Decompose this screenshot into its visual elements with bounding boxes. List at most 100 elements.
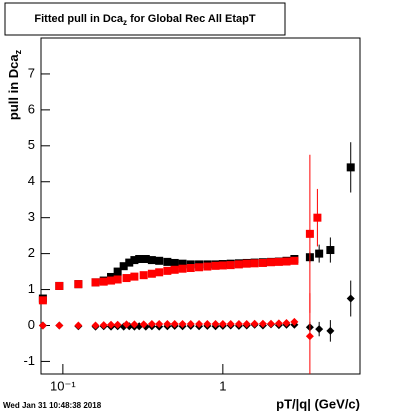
marker-diamond bbox=[346, 294, 355, 303]
marker-square bbox=[305, 229, 314, 238]
marker-diamond bbox=[107, 320, 116, 329]
marker-square bbox=[119, 262, 128, 271]
date-stamp: Wed Jan 31 10:48:38 2018 bbox=[3, 401, 102, 410]
title-box bbox=[4, 2, 286, 36]
title-part: Fitted pull in Dca bbox=[34, 13, 123, 25]
marker-square bbox=[99, 277, 108, 286]
marker-diamond bbox=[163, 320, 172, 329]
marker-square bbox=[211, 261, 220, 270]
marker-diamond bbox=[195, 320, 204, 329]
y-tick-label: 1 bbox=[28, 281, 35, 296]
plot-frame bbox=[40, 37, 361, 375]
marker-diamond bbox=[203, 320, 212, 329]
marker-diamond bbox=[170, 320, 179, 329]
marker-diamond bbox=[315, 325, 324, 334]
marker-diamond bbox=[38, 321, 47, 330]
marker-square bbox=[113, 275, 122, 284]
marker-square bbox=[141, 255, 150, 264]
marker-diamond bbox=[282, 318, 291, 327]
y-tick-label: 4 bbox=[28, 173, 35, 188]
marker-square bbox=[163, 266, 172, 275]
marker-square bbox=[178, 264, 187, 273]
marker-square bbox=[282, 257, 291, 266]
marker-square bbox=[130, 272, 139, 281]
marker-square bbox=[38, 296, 47, 305]
y-axis-label: pull in Dcaz bbox=[6, 49, 23, 120]
marker-square bbox=[226, 261, 235, 270]
marker-diamond bbox=[186, 320, 195, 329]
marker-square bbox=[203, 262, 212, 271]
chart-title: Fitted pull in Dcaz for Global Rec All E… bbox=[34, 13, 255, 27]
y-tick-label: 5 bbox=[28, 137, 35, 152]
marker-square bbox=[346, 163, 355, 172]
y-tick-label: 0 bbox=[28, 317, 35, 332]
x-axis-label: pT/|q| (GeV/c) bbox=[276, 396, 360, 411]
marker-diamond bbox=[274, 319, 283, 328]
y-tick-label: 6 bbox=[28, 101, 35, 116]
marker-diamond bbox=[113, 320, 122, 329]
marker-diamond bbox=[55, 321, 64, 330]
marker-square bbox=[155, 256, 164, 265]
x-tick-label: 10⁻¹ bbox=[50, 378, 76, 393]
marker-square bbox=[163, 257, 172, 266]
marker-diamond bbox=[155, 320, 164, 329]
marker-square bbox=[170, 258, 179, 267]
marker-square bbox=[234, 260, 243, 269]
marker-square bbox=[130, 256, 139, 265]
marker-diamond bbox=[258, 319, 267, 328]
marker-square bbox=[242, 259, 251, 268]
marker-diamond bbox=[99, 321, 108, 330]
marker-diamond bbox=[147, 320, 156, 329]
marker-diamond bbox=[178, 320, 187, 329]
marker-square bbox=[122, 274, 131, 283]
marker-square bbox=[91, 278, 100, 287]
marker-square bbox=[135, 255, 144, 264]
marker-square bbox=[55, 281, 64, 290]
marker-square bbox=[170, 265, 179, 274]
x-tick-label: 1 bbox=[219, 378, 226, 393]
marker-diamond bbox=[211, 320, 220, 329]
ylabel-subscript: z bbox=[13, 49, 23, 54]
marker-square bbox=[125, 258, 134, 267]
marker-square bbox=[107, 276, 116, 285]
y-tick-label: -1 bbox=[23, 353, 35, 368]
marker-square bbox=[155, 268, 164, 277]
marker-diamond bbox=[305, 332, 314, 341]
marker-diamond bbox=[326, 326, 335, 335]
marker-square bbox=[274, 257, 283, 266]
marker-diamond bbox=[122, 320, 131, 329]
marker-diamond bbox=[234, 320, 243, 329]
marker-diamond bbox=[226, 320, 235, 329]
marker-square bbox=[139, 271, 148, 280]
marker-diamond bbox=[218, 320, 227, 329]
marker-diamond bbox=[139, 320, 148, 329]
marker-diamond bbox=[91, 321, 100, 330]
marker-square bbox=[147, 269, 156, 278]
title-part: for Global Rec All EtapT bbox=[127, 13, 256, 25]
marker-square bbox=[326, 246, 335, 255]
marker-square bbox=[186, 263, 195, 272]
title-subscript: z bbox=[123, 18, 127, 27]
marker-square bbox=[267, 258, 276, 267]
marker-square bbox=[313, 213, 322, 222]
y-tick-label: 2 bbox=[28, 245, 35, 260]
marker-square bbox=[290, 256, 299, 265]
marker-diamond bbox=[74, 321, 83, 330]
marker-square bbox=[195, 263, 204, 272]
marker-diamond bbox=[242, 320, 251, 329]
marker-square bbox=[218, 261, 227, 270]
marker-diamond bbox=[130, 320, 139, 329]
marker-square bbox=[147, 256, 156, 265]
marker-square bbox=[178, 259, 187, 268]
y-tick-label: 3 bbox=[28, 209, 35, 224]
marker-diamond bbox=[250, 319, 259, 328]
marker-square bbox=[315, 249, 324, 258]
marker-diamond bbox=[290, 317, 299, 326]
marker-square bbox=[250, 259, 259, 268]
marker-square bbox=[113, 267, 122, 276]
ylabel-part: pull in Dca bbox=[6, 54, 21, 121]
y-tick-label: 7 bbox=[28, 65, 35, 80]
marker-diamond bbox=[267, 319, 276, 328]
